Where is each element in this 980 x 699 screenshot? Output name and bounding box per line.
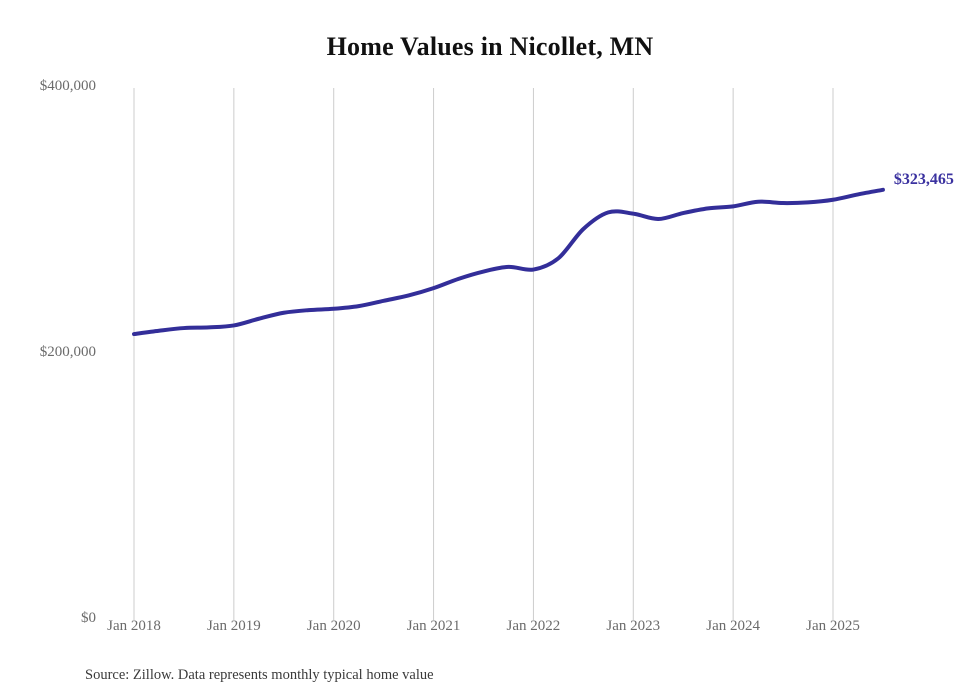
gridline-group (133, 88, 834, 620)
x-axis-tick-label: Jan 2021 (406, 618, 461, 634)
y-axis-tick-label: $0 (81, 610, 96, 626)
x-axis-tick-label: Jan 2022 (506, 618, 561, 634)
x-axis-tick-label: Jan 2020 (306, 618, 361, 634)
chart-title: Home Values in Nicollet, MN (326, 32, 654, 61)
x-axis-tick-label: Jan 2025 (806, 618, 860, 634)
x-axis-tick-label: Jan 2023 (606, 618, 661, 634)
series-end-value-label: $323,465 (893, 170, 954, 188)
source-note: Source: Zillow. Data represents monthly … (85, 667, 434, 683)
series-line-typical-home-value (132, 187, 885, 337)
x-axis-tick-label: Jan 2024 (706, 618, 761, 634)
x-axis-tick-label: Jan 2019 (206, 618, 261, 634)
y-axis-tick-label: $400,000 (39, 78, 96, 94)
x-axis-tick-label: Jan 2018 (107, 618, 161, 634)
y-axis-tick-label: $200,000 (39, 344, 96, 360)
